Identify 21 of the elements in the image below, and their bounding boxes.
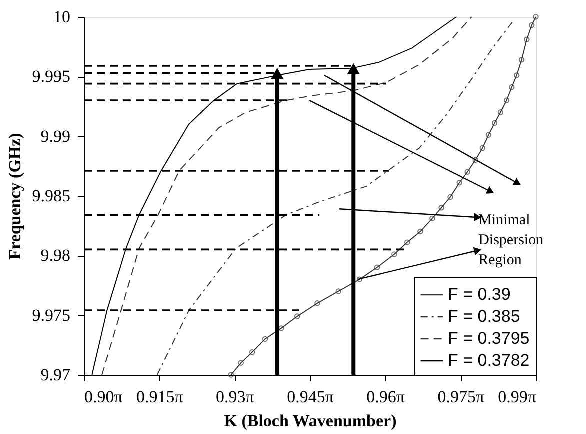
- y-tick-label: 9.985: [32, 186, 70, 206]
- x-axis-title: K (Bloch Wavenumber): [224, 412, 397, 430]
- x-tick-label: 0.96π: [366, 388, 406, 406]
- y-tick-label: 9.975: [32, 306, 70, 325]
- x-tick-label: 0.915π: [136, 388, 184, 406]
- legend-label: F = 0.3782: [448, 351, 530, 370]
- y-tick-label: 9.995: [32, 67, 70, 86]
- annotation: Minimal Dispersion Region: [478, 212, 544, 268]
- x-tick-label: 0.945π: [287, 388, 334, 406]
- x-tick-label: 0.975π: [438, 388, 486, 406]
- y-tick-label: 9.97: [40, 366, 71, 384]
- y-tick-label: 9.98: [40, 246, 70, 266]
- y-tick-label: 10: [54, 8, 70, 26]
- x-tick-label: 0.99π: [498, 388, 537, 406]
- y-axis-title: Frequency (GHz): [5, 133, 24, 260]
- legend-label: F = 0.39: [448, 285, 511, 304]
- x-tick-label: 0.93π: [216, 388, 255, 406]
- legend-label: F = 0.385: [448, 307, 520, 326]
- y-tick-label: 9.99: [40, 126, 70, 146]
- legend-label: F = 0.3795: [448, 329, 530, 348]
- x-tick-label: 0.90π: [84, 388, 124, 406]
